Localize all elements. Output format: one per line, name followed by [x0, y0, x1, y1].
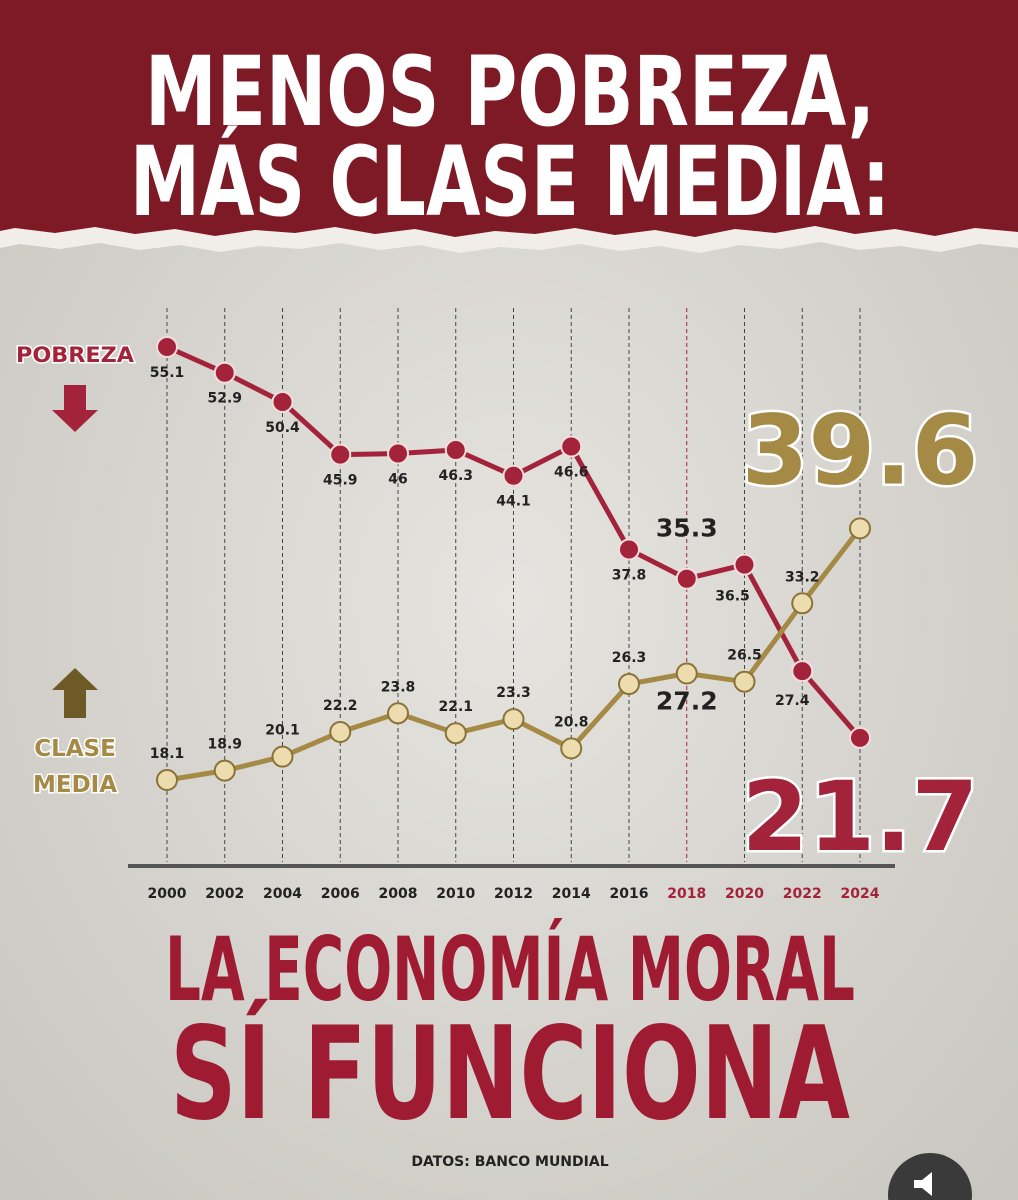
data-point — [387, 442, 409, 465]
data-point — [502, 708, 525, 731]
x-tick-label: 2000 — [148, 886, 187, 902]
value-label: 23.3 — [496, 685, 531, 701]
value-label: 22.1 — [438, 699, 473, 715]
legend-word: CLASE — [34, 736, 116, 762]
title-line: MENOS POBREZA, — [145, 36, 875, 148]
value-label: 18.1 — [150, 746, 185, 762]
up-arrow — [52, 668, 98, 718]
data-point — [791, 592, 814, 615]
data-point — [618, 673, 640, 696]
legend-label: CLASE MEDIA — [33, 736, 117, 798]
x-tick-label: 2012 — [494, 886, 533, 902]
value-label: 37.8 — [612, 567, 647, 583]
x-tick-label: 2008 — [379, 886, 418, 902]
data-point — [675, 662, 698, 685]
value-label: 44.1 — [496, 494, 531, 510]
subtitle-line: LA ECONOMÍA MORAL — [165, 918, 855, 1021]
data-point — [444, 438, 467, 461]
value-label: 26.3 — [612, 650, 647, 666]
source: DATOS: BANCO MUNDIAL — [411, 1154, 608, 1170]
data-point — [444, 722, 467, 745]
value-label: 46 — [388, 471, 407, 487]
value-label: 20.1 — [265, 723, 300, 739]
data-point — [329, 443, 352, 466]
value-label: 27.4 — [775, 693, 810, 709]
x-tick-label: 2002 — [205, 886, 244, 902]
x-tick-label: 2010 — [436, 886, 475, 902]
x-tick-label: 2014 — [552, 886, 591, 902]
data-point — [849, 726, 871, 749]
value-label: 36.5 — [715, 589, 750, 605]
data-point — [560, 737, 583, 760]
legend-word: MEDIA — [33, 772, 117, 798]
value-label: 39.6 — [742, 394, 979, 506]
data-point — [271, 391, 294, 414]
x-tick-label: 2006 — [321, 886, 360, 902]
data-point — [733, 670, 756, 693]
value-label: 52.9 — [207, 391, 242, 407]
data-point — [618, 538, 640, 561]
x-tick-label: 2022 — [783, 886, 822, 902]
value-label: 27.2 — [656, 687, 718, 716]
title-line: MÁS CLASE MEDIA: — [130, 125, 890, 238]
x-tick-label: 2018 — [667, 886, 706, 902]
x-tick-label: 2004 — [263, 886, 302, 902]
x-tick-label: 2020 — [725, 886, 764, 902]
value-label: 23.8 — [381, 679, 416, 695]
data-point — [156, 769, 178, 791]
subtitle-line: SÍ FUNCIONA — [170, 999, 850, 1149]
data-point — [271, 745, 294, 768]
value-label: 18.9 — [207, 737, 242, 753]
data-point — [213, 759, 236, 782]
value-label: 50.4 — [265, 420, 300, 436]
data-point — [791, 660, 814, 683]
title-band — [0, 0, 1018, 237]
down-arrow — [52, 385, 98, 432]
value-label: 46.3 — [438, 468, 473, 484]
x-tick-label: 2016 — [610, 886, 649, 902]
value-label: 21.7 — [742, 761, 979, 873]
value-label: 33.2 — [785, 569, 820, 585]
value-label: 55.1 — [150, 365, 185, 381]
x-tick-label: 2024 — [841, 886, 880, 902]
data-point — [675, 567, 698, 590]
data-point — [213, 361, 236, 384]
sound-icon — [914, 1172, 932, 1196]
value-label: 45.9 — [323, 473, 358, 489]
value-label: 26.5 — [727, 648, 762, 664]
data-point — [387, 702, 409, 725]
data-point — [733, 553, 756, 576]
value-label: 46.6 — [554, 464, 589, 480]
value-label: 35.3 — [656, 514, 718, 543]
value-label: 22.2 — [323, 698, 358, 714]
data-point — [329, 721, 352, 744]
value-label: 20.8 — [554, 714, 589, 730]
data-point — [156, 336, 178, 358]
data-point — [560, 435, 583, 458]
legend-label: POBREZA — [16, 343, 135, 367]
data-point — [849, 517, 871, 540]
data-point — [502, 464, 525, 487]
